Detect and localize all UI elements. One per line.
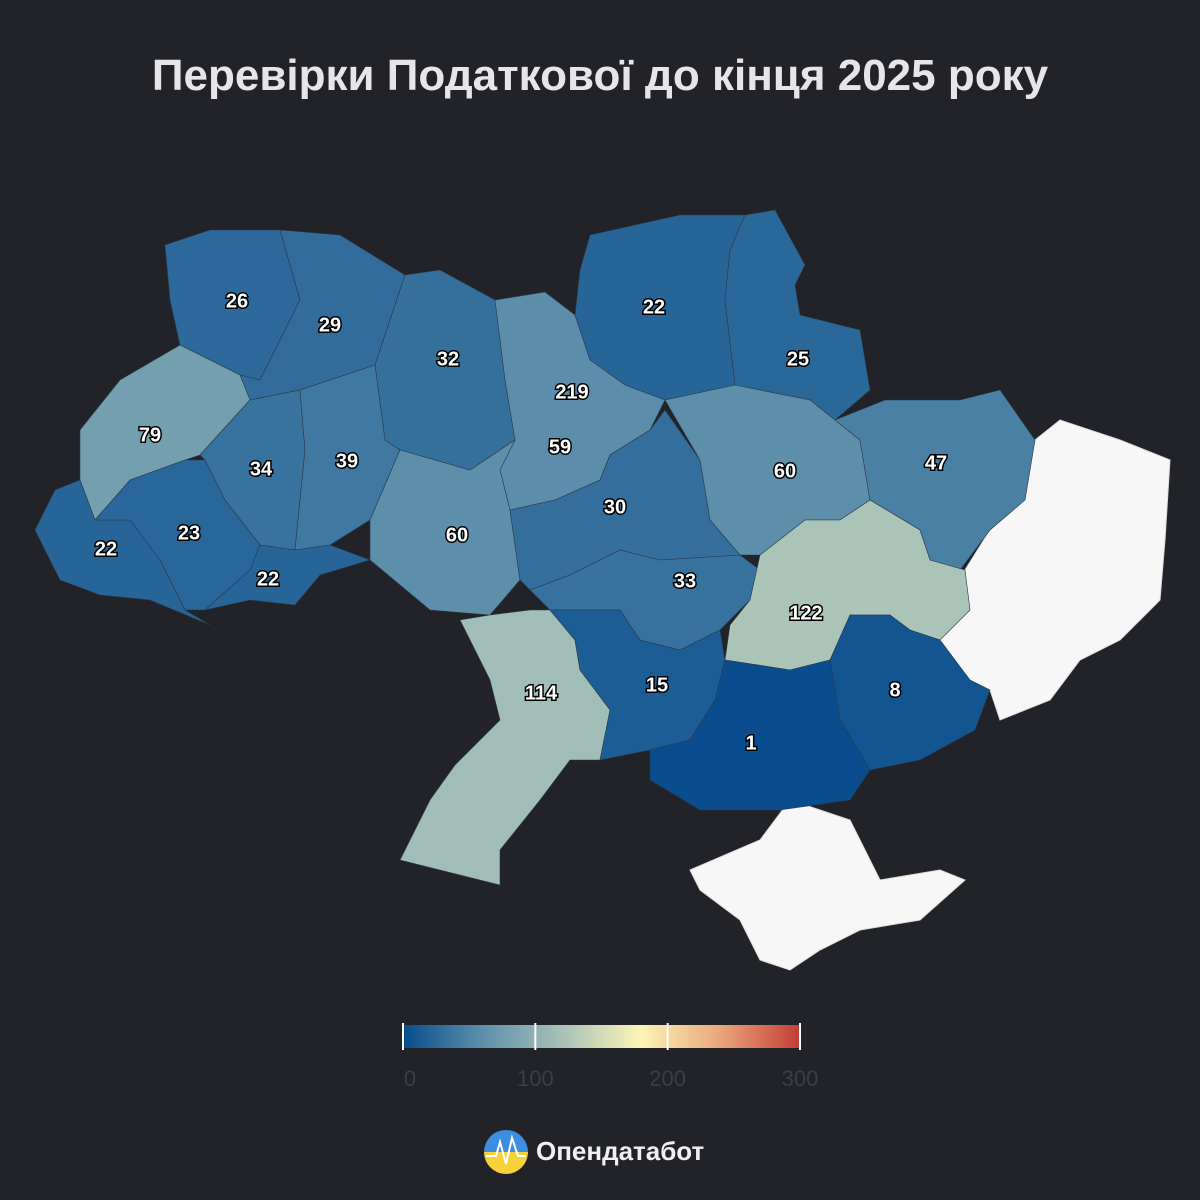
value-label: 22: [95, 538, 117, 560]
value-label: 219: [555, 381, 588, 403]
value-label: 23: [178, 522, 200, 544]
labels: 26 29 32 219 59 22 25 79 34 39 60 30 60 47 22 23 22 33 122…: [93, 289, 948, 756]
value-label: 30: [604, 496, 626, 518]
value-label: 1: [745, 732, 756, 754]
value-label: 60: [774, 460, 796, 482]
value-label: 22: [643, 296, 665, 318]
value-label: 15: [646, 674, 668, 696]
scale-tick-label: 0: [404, 1066, 416, 1091]
scale-tick-label: 100: [517, 1066, 554, 1091]
value-label: 8: [889, 679, 900, 701]
value-label: 122: [789, 602, 822, 624]
scale-tick-label: 200: [649, 1066, 686, 1091]
regions: [34, 209, 1036, 886]
value-label: 22: [257, 568, 279, 590]
value-label: 39: [336, 450, 358, 472]
value-label: 34: [250, 458, 273, 480]
value-label: 60: [446, 524, 468, 546]
region: [34, 479, 211, 626]
value-label: 59: [549, 436, 571, 458]
color-scale: 0 100 200 300: [402, 1023, 819, 1091]
map-title: Перевірки Податкової до кінця 2025 року: [151, 51, 1049, 100]
logo-wave: [486, 1134, 526, 1165]
value-label: 47: [925, 452, 947, 474]
scale-tick-label: 300: [782, 1066, 819, 1091]
value-label: 32: [437, 348, 459, 370]
region: [649, 659, 871, 811]
region: [724, 209, 871, 421]
value-label: 26: [226, 290, 248, 312]
value-label: 79: [139, 424, 161, 446]
value-label: 114: [525, 682, 558, 704]
brand: Опендатабот: [536, 1136, 705, 1166]
occupied-region: [689, 799, 966, 971]
region: [203, 544, 371, 611]
value-label: 29: [319, 314, 341, 336]
value-label: 33: [674, 570, 696, 592]
value-label: 25: [787, 348, 809, 370]
scale-bar: [403, 1025, 800, 1048]
logo: [484, 1130, 528, 1174]
